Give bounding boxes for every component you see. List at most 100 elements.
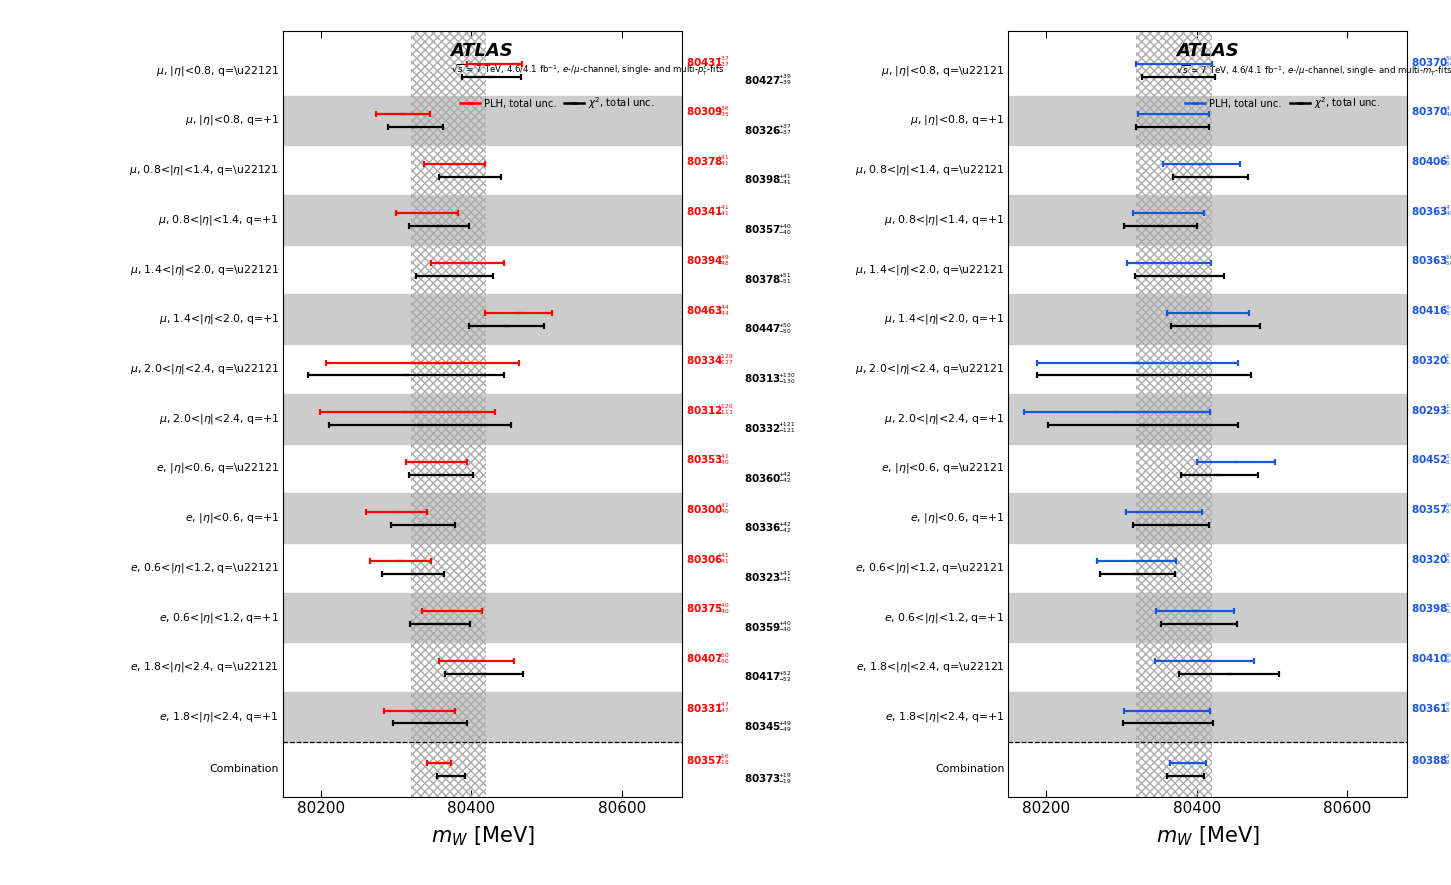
Text: $\mathbf{80345}$: $\mathbf{80345}$ (744, 720, 781, 732)
Text: $\mu$, 2.0<$|\eta|$<2.4, q=+1: $\mu$, 2.0<$|\eta|$<2.4, q=+1 (884, 412, 1004, 426)
Text: $\mu$, 0.8<$|\eta|$<1.4, q=\u22121: $\mu$, 0.8<$|\eta|$<1.4, q=\u22121 (129, 163, 279, 177)
Text: $^{+47}_{-48}$: $^{+47}_{-48}$ (1441, 204, 1451, 218)
Text: $\mathbf{80353}$: $\mathbf{80353}$ (686, 453, 723, 466)
Text: $\mathbf{80341}$: $\mathbf{80341}$ (686, 204, 724, 217)
Text: $^{+42}_{-42}$: $^{+42}_{-42}$ (778, 519, 792, 535)
Text: $^{+47}_{-48}$: $^{+47}_{-48}$ (1441, 104, 1451, 119)
Text: $^{+121}_{-121}$: $^{+121}_{-121}$ (778, 420, 795, 435)
Bar (411, 31, 486, 796)
Text: $\mathbf{80375}$: $\mathbf{80375}$ (686, 603, 724, 614)
Text: ATLAS: ATLAS (1175, 42, 1239, 60)
Text: $^{+50}_{-50}$: $^{+50}_{-50}$ (1441, 54, 1451, 69)
Text: $\mathbf{80306}$: $\mathbf{80306}$ (686, 552, 724, 565)
Bar (283, 195, 682, 245)
Text: $\mathbf{80361}$: $\mathbf{80361}$ (1412, 702, 1450, 714)
Text: $e$, $|\eta|$<0.6, q=+1: $e$, $|\eta|$<0.6, q=+1 (184, 512, 279, 525)
Text: $\sqrt{s}$ = 7 TeV, 4.6/4.1 fb$^{-1}$, $e$-/$\mu$-channel, single- and multi-$m_: $\sqrt{s}$ = 7 TeV, 4.6/4.1 fb$^{-1}$, $… (1175, 63, 1451, 78)
Text: $\mathbf{80331}$: $\mathbf{80331}$ (686, 702, 724, 714)
Text: $^{+41}_{-41}$: $^{+41}_{-41}$ (715, 204, 730, 218)
Text: $\mu$, 1.4<$|\eta|$<2.0, q=\u22121: $\mu$, 1.4<$|\eta|$<2.0, q=\u22121 (855, 263, 1004, 277)
Text: $^{+37}_{-37}$: $^{+37}_{-37}$ (778, 122, 792, 137)
Text: $^{+66}_{-66}$: $^{+66}_{-66}$ (1441, 650, 1451, 666)
Text: $\mathbf{80416}$: $\mathbf{80416}$ (1412, 304, 1450, 316)
Text: $e$, $|\eta|$<0.6, q=+1: $e$, $|\eta|$<0.6, q=+1 (910, 512, 1004, 525)
Text: $\mathbf{80320}$: $\mathbf{80320}$ (1412, 354, 1450, 366)
Text: $^{+51}_{-51}$: $^{+51}_{-51}$ (778, 272, 792, 286)
Text: $\mu$, $|\eta|$<0.8, q=\u22121: $\mu$, $|\eta|$<0.8, q=\u22121 (155, 64, 279, 78)
Text: $^{+24}_{-24}$: $^{+24}_{-24}$ (1441, 752, 1451, 767)
Text: $\mathbf{80336}$: $\mathbf{80336}$ (744, 521, 781, 534)
Bar (1008, 96, 1407, 145)
Text: $\mathbf{80410}$: $\mathbf{80410}$ (1412, 652, 1450, 664)
Text: $^{+40}_{-40}$: $^{+40}_{-40}$ (715, 601, 730, 616)
Bar (1136, 31, 1212, 796)
Bar (1008, 493, 1407, 543)
Text: $e$, 0.6<$|\eta|$<1.2, q=+1: $e$, 0.6<$|\eta|$<1.2, q=+1 (160, 611, 279, 625)
Text: $^{+42}_{-42}$: $^{+42}_{-42}$ (778, 470, 792, 485)
Text: $\mathbf{80309}$: $\mathbf{80309}$ (686, 105, 724, 118)
Text: $^{+40}_{-40}$: $^{+40}_{-40}$ (778, 620, 792, 635)
Text: $e$, $|\eta|$<0.6, q=\u22121: $e$, $|\eta|$<0.6, q=\u22121 (155, 461, 279, 475)
Text: $^{+41}_{-41}$: $^{+41}_{-41}$ (778, 172, 792, 187)
Text: $\mu$, 1.4<$|\eta|$<2.0, q=\u22121: $\mu$, 1.4<$|\eta|$<2.0, q=\u22121 (129, 263, 279, 277)
Text: $\mathbf{80431}$: $\mathbf{80431}$ (686, 56, 724, 67)
Text: $e$, 1.8<$|\eta|$<2.4, q=\u22121: $e$, 1.8<$|\eta|$<2.4, q=\u22121 (131, 660, 279, 674)
Text: $\mathbf{80378}$: $\mathbf{80378}$ (744, 273, 781, 285)
Text: $^{+39}_{-39}$: $^{+39}_{-39}$ (778, 73, 792, 88)
X-axis label: $m_W$ [MeV]: $m_W$ [MeV] (431, 825, 534, 849)
Text: $^{+52}_{-52}$: $^{+52}_{-52}$ (778, 669, 792, 684)
Bar (1136, 31, 1212, 796)
Text: $^{+50}_{-50}$: $^{+50}_{-50}$ (778, 321, 792, 336)
Text: $^{+40}_{-40}$: $^{+40}_{-40}$ (778, 221, 792, 236)
Text: $\mathbf{80293}$: $\mathbf{80293}$ (1412, 404, 1448, 416)
Text: $\mu$, 2.0<$|\eta|$<2.4, q=\u22121: $\mu$, 2.0<$|\eta|$<2.4, q=\u22121 (855, 362, 1004, 376)
Text: Combination: Combination (209, 764, 279, 774)
Text: $\mathbf{80326}$: $\mathbf{80326}$ (744, 124, 781, 135)
Text: $\mu$, 1.4<$|\eta|$<2.0, q=+1: $\mu$, 1.4<$|\eta|$<2.0, q=+1 (158, 312, 279, 327)
Text: $^{+44}_{-44}$: $^{+44}_{-44}$ (715, 303, 730, 318)
Bar (1008, 195, 1407, 245)
Text: $e$, 0.6<$|\eta|$<1.2, q=+1: $e$, 0.6<$|\eta|$<1.2, q=+1 (885, 611, 1004, 625)
Bar (283, 692, 682, 742)
Text: $\mathbf{80373}$: $\mathbf{80373}$ (744, 773, 781, 784)
Text: $^{+52}_{-52}$: $^{+52}_{-52}$ (1441, 601, 1451, 616)
Text: $^{+50}_{-50}$: $^{+50}_{-50}$ (715, 650, 730, 666)
Bar (1008, 593, 1407, 643)
Text: $e$, 1.8<$|\eta|$<2.4, q=\u22121: $e$, 1.8<$|\eta|$<2.4, q=\u22121 (856, 660, 1004, 674)
Bar (283, 394, 682, 443)
Text: $\mathbf{80394}$: $\mathbf{80394}$ (686, 254, 724, 266)
Text: $\mu$, $|\eta|$<0.8, q=\u22121: $\mu$, $|\eta|$<0.8, q=\u22121 (881, 64, 1004, 78)
Text: $e$, $|\eta|$<0.6, q=\u22121: $e$, $|\eta|$<0.6, q=\u22121 (881, 461, 1004, 475)
Text: $\mathbf{80406}$: $\mathbf{80406}$ (1412, 155, 1450, 167)
Text: $\mathbf{80452}$: $\mathbf{80452}$ (1412, 453, 1448, 466)
Text: $^{+49}_{-48}$: $^{+49}_{-48}$ (715, 253, 730, 268)
Text: $\mathbf{80388}$: $\mathbf{80388}$ (1412, 754, 1450, 766)
Bar (283, 96, 682, 145)
Text: $\mathbf{80320}$: $\mathbf{80320}$ (1412, 552, 1450, 565)
Text: $^{+47}_{-47}$: $^{+47}_{-47}$ (715, 700, 730, 715)
Text: $\mathbf{80357}$: $\mathbf{80357}$ (744, 223, 781, 235)
Text: $\mathbf{80363}$: $\mathbf{80363}$ (1412, 254, 1448, 266)
Text: $^{+41}_{-40}$: $^{+41}_{-40}$ (715, 451, 730, 466)
Text: $\mathbf{80360}$: $\mathbf{80360}$ (744, 472, 782, 483)
Text: $^{+53}_{-53}$: $^{+53}_{-53}$ (1441, 551, 1451, 566)
Text: $\mathbf{80370}$: $\mathbf{80370}$ (1412, 56, 1450, 67)
Text: $e$, 1.8<$|\eta|$<2.4, q=+1: $e$, 1.8<$|\eta|$<2.4, q=+1 (885, 710, 1004, 724)
Text: $^{+36}_{-35}$: $^{+36}_{-35}$ (715, 104, 730, 119)
Text: $\mathbf{80334}$: $\mathbf{80334}$ (686, 354, 724, 366)
Text: $\mathbf{80447}$: $\mathbf{80447}$ (744, 322, 781, 335)
Text: $\mu$, $|\eta|$<0.8, q=+1: $\mu$, $|\eta|$<0.8, q=+1 (184, 113, 279, 127)
Text: $^{+56}_{-56}$: $^{+56}_{-56}$ (1441, 253, 1451, 268)
Legend: PLH, total unc., $\chi^2$, total unc.: PLH, total unc., $\chi^2$, total unc. (456, 91, 659, 115)
Legend: PLH, total unc., $\chi^2$, total unc.: PLH, total unc., $\chi^2$, total unc. (1181, 91, 1384, 115)
Text: $\mathbf{80323}$: $\mathbf{80323}$ (744, 571, 781, 583)
Text: $\mathbf{80407}$: $\mathbf{80407}$ (686, 652, 724, 664)
Text: $^{+50}_{-51}$: $^{+50}_{-51}$ (1441, 502, 1451, 516)
Text: $^{+125}_{-123}$: $^{+125}_{-123}$ (1441, 402, 1451, 417)
Text: $e$, 1.8<$|\eta|$<2.4, q=+1: $e$, 1.8<$|\eta|$<2.4, q=+1 (160, 710, 279, 724)
Text: $\mathbf{80313}$: $\mathbf{80313}$ (744, 373, 781, 384)
Bar (283, 493, 682, 543)
Bar (1008, 692, 1407, 742)
Text: $^{+135}_{-132}$: $^{+135}_{-132}$ (1441, 352, 1451, 367)
Text: $^{+49}_{-49}$: $^{+49}_{-49}$ (778, 719, 792, 734)
